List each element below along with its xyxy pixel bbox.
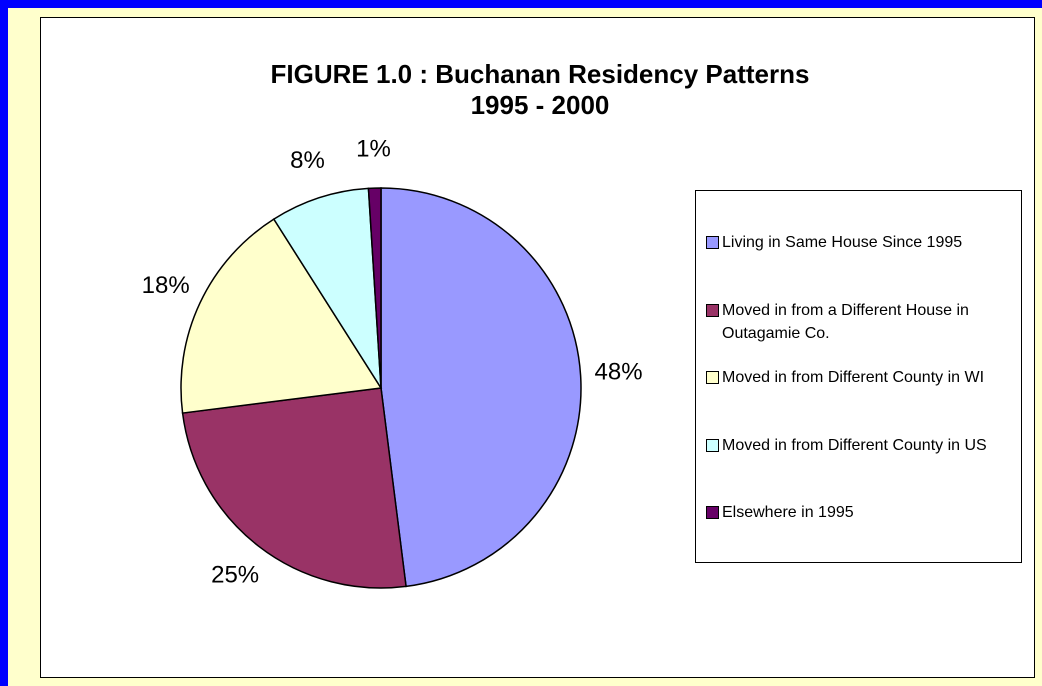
legend-item: Moved in from a Different House in Outag… [706, 299, 1018, 345]
legend: Living in Same House Since 1995 Moved in … [695, 190, 1022, 563]
data-label: 1% [356, 135, 391, 162]
data-label: 48% [595, 358, 643, 385]
pie-slice [181, 387, 407, 589]
data-label: 25% [211, 561, 259, 588]
legend-label: Living in Same House Since 1995 [722, 234, 963, 251]
pie-slice [367, 187, 382, 389]
data-label: 18% [142, 272, 190, 299]
legend-swatch [706, 236, 719, 249]
legend-swatch [706, 303, 719, 317]
legend-label: Moved in from Different County in WI [722, 369, 985, 386]
pie-slice [380, 187, 582, 588]
pie-slice [272, 187, 382, 389]
legend-swatch [706, 438, 719, 452]
legend-item: Elsewhere in 1995 [706, 501, 1018, 524]
data-label: 8% [290, 147, 325, 174]
chart-subtitle: 1995 - 2000 [471, 90, 610, 120]
legend-label: Moved in from a Different House in Outag… [722, 301, 969, 342]
legend-item: Moved in from Different County in WI [706, 366, 1018, 389]
legend-swatch [706, 506, 719, 519]
legend-item: Moved in from Different County in US [706, 434, 1018, 457]
legend-swatch [706, 371, 719, 384]
legend-label: Elsewhere in 1995 [722, 504, 854, 521]
chart-title: FIGURE 1.0 : Buchanan Residency Patterns [271, 59, 810, 89]
legend-label: Moved in from Different County in US [722, 436, 987, 454]
pie-slice [180, 218, 383, 414]
legend-item: Living in Same House Since 1995 [706, 231, 1018, 254]
